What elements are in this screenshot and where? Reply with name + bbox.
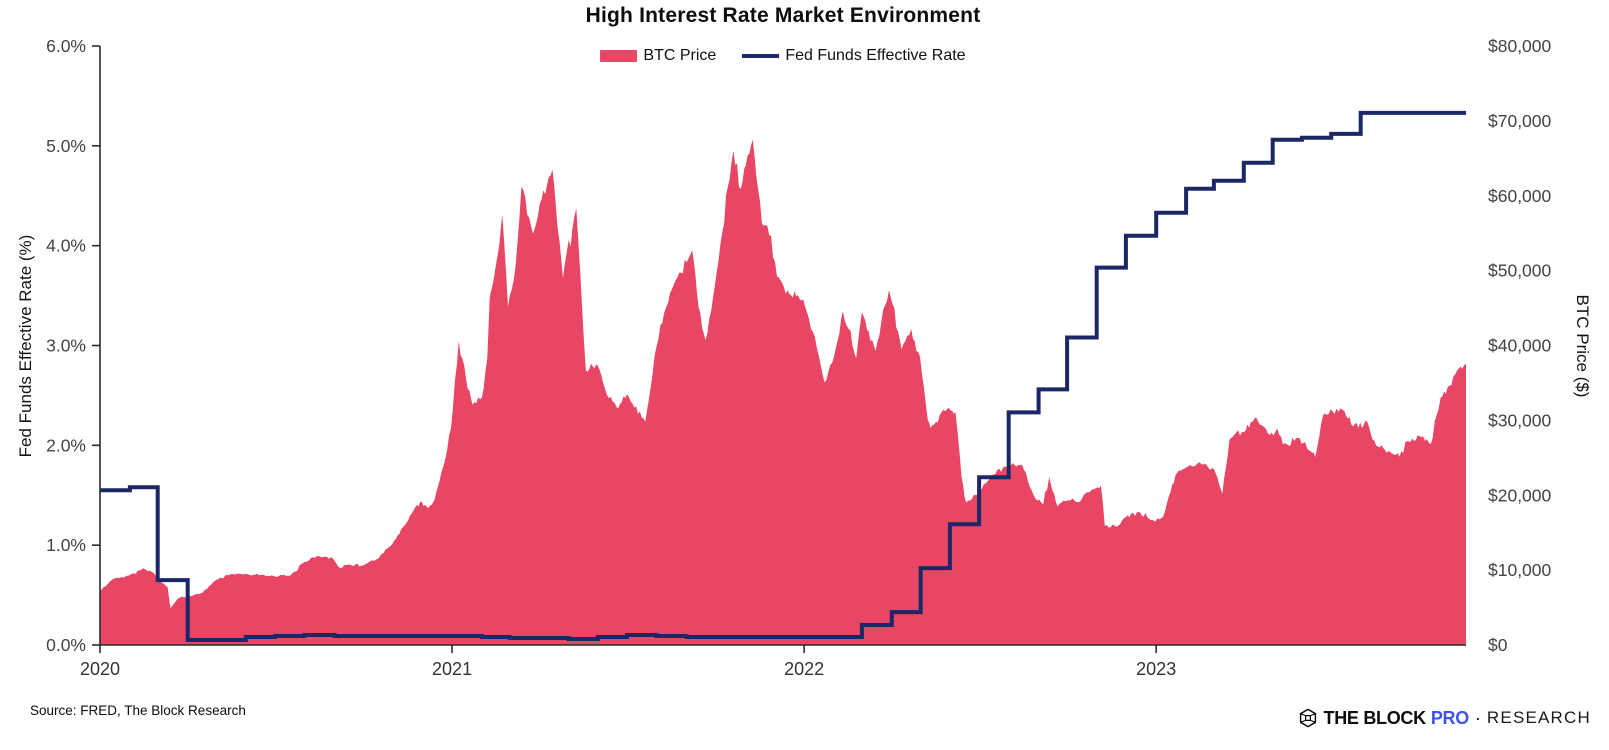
fed-line-swatch-icon	[742, 54, 780, 58]
legend-label-fed: Fed Funds Effective Rate	[785, 47, 966, 64]
svg-text:6.0%: 6.0%	[46, 36, 86, 56]
svg-text:$30,000: $30,000	[1488, 410, 1552, 430]
svg-text:4.0%: 4.0%	[46, 236, 86, 256]
chart-legend: BTC Price Fed Funds Effective Rate	[100, 47, 1466, 65]
svg-text:2023: 2023	[1136, 659, 1176, 679]
svg-text:5.0%: 5.0%	[46, 136, 86, 156]
legend-item-fed: Fed Funds Effective Rate	[742, 47, 966, 65]
legend-label-btc: BTC Price	[643, 47, 717, 64]
svg-text:$50,000: $50,000	[1488, 261, 1552, 281]
svg-text:$0: $0	[1488, 635, 1508, 655]
svg-text:3.0%: 3.0%	[46, 336, 86, 356]
btc-area-swatch-icon	[600, 50, 638, 62]
logo-text-pro: PRO	[1430, 707, 1469, 728]
legend-item-btc: BTC Price	[600, 47, 716, 65]
svg-text:2021: 2021	[432, 659, 472, 679]
chart-title: High Interest Rate Market Environment	[585, 4, 981, 27]
the-block-logo: THE BLOCK PRO · RESEARCH	[1297, 707, 1591, 729]
y-axis-title-right: BTC Price ($)	[1573, 294, 1592, 398]
logo-text-research: RESEARCH	[1486, 708, 1591, 727]
svg-text:2020: 2020	[80, 659, 120, 679]
svg-text:1.0%: 1.0%	[46, 535, 86, 555]
logo-separator: ·	[1474, 707, 1481, 728]
svg-text:$20,000: $20,000	[1488, 485, 1552, 505]
svg-text:$60,000: $60,000	[1488, 186, 1552, 206]
svg-text:$10,000: $10,000	[1488, 560, 1552, 580]
source-note: Source: FRED, The Block Research	[30, 703, 246, 718]
svg-text:$70,000: $70,000	[1488, 111, 1552, 131]
svg-text:0.0%: 0.0%	[46, 635, 86, 655]
svg-text:$40,000: $40,000	[1488, 336, 1552, 356]
block-cube-icon	[1299, 708, 1316, 728]
y-axis-title-left: Fed Funds Effective Rate (%)	[16, 234, 35, 458]
svg-text:2.0%: 2.0%	[46, 435, 86, 455]
svg-text:2022: 2022	[784, 659, 824, 679]
logo-text-the-block: THE BLOCK	[1323, 707, 1427, 728]
svg-text:$80,000: $80,000	[1488, 36, 1552, 56]
